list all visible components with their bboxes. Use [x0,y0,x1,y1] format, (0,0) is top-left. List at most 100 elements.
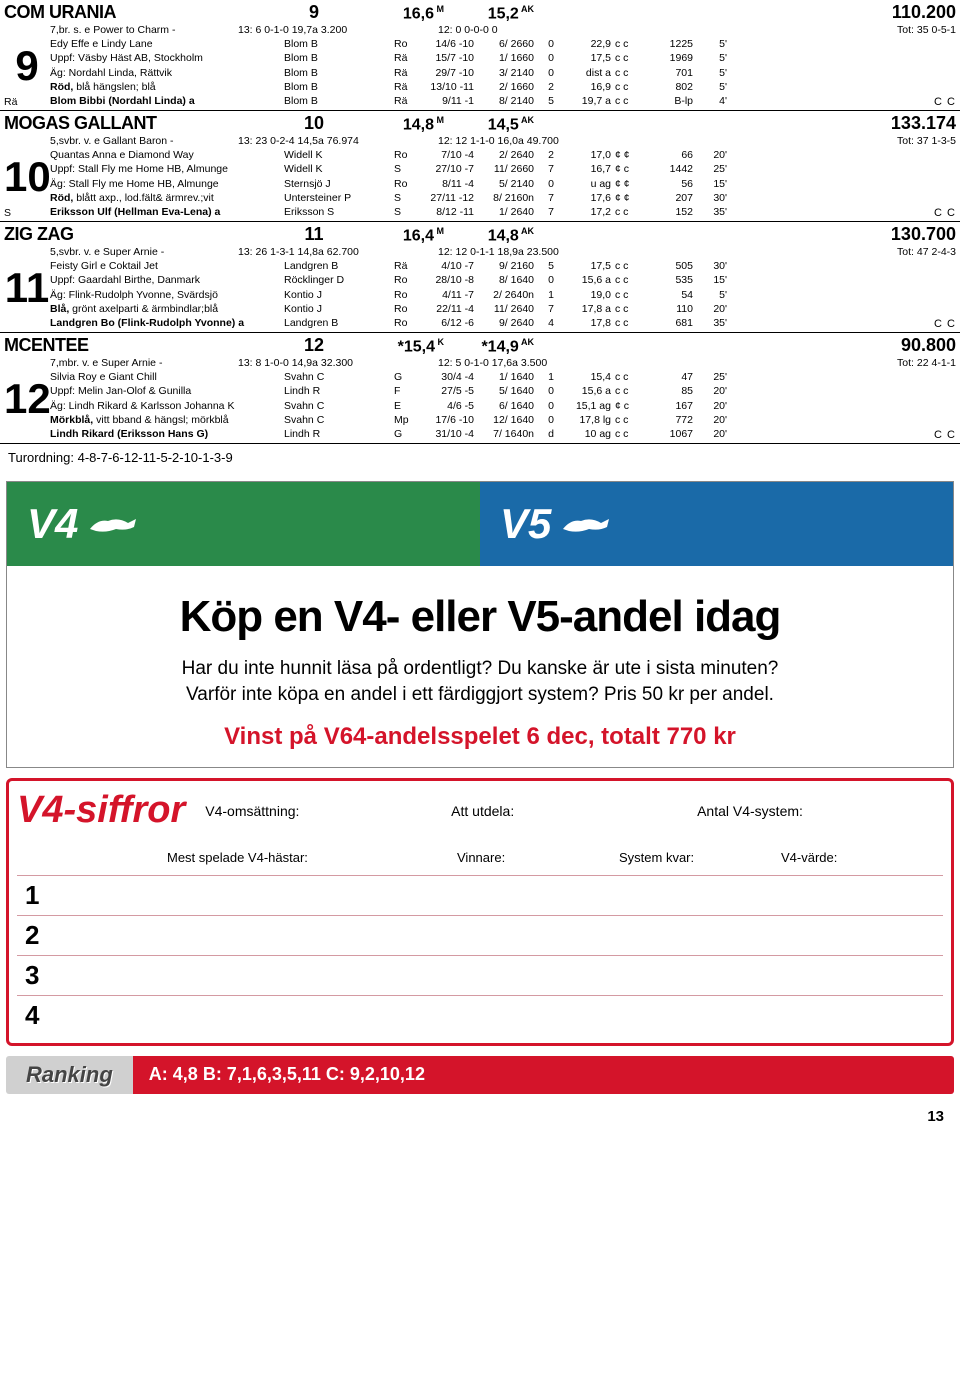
result-row: Blom Bibbi (Nordahl Linda) aBlom BRä9/11… [50,94,956,108]
driver: Svahn C [284,370,394,384]
prize: 30' [693,191,727,205]
place: 0 [540,51,560,65]
ad-red-text: Vinst på V64-andelsspelet 6 dec, totalt … [7,717,953,767]
stats-13: 13: 8 1-0-0 14,9a 32.300 [238,356,438,370]
info-col: Feisty Girl e Coktail Jet [50,259,284,273]
v4-num-rows: 1234 [17,875,943,1035]
place: 1 [540,370,560,384]
horse-record: 130.700 [891,224,956,245]
dist: 12/ 1640 [480,413,540,427]
track: Ro [394,273,420,287]
time: dist a [560,66,615,80]
driver: Svahn C [284,413,394,427]
prize: 15' [693,273,727,287]
date: 4/6 -5 [420,399,480,413]
info-col: Äg: Flink-Rudolph Yvonne, Svärdsjö [50,288,284,302]
odds: 535 [643,273,693,287]
time: 22,9 [560,37,615,51]
shoes: c c [615,66,643,80]
cc-mark: C C [934,207,956,219]
v4-row-num: 4 [17,995,943,1035]
place: 0 [540,384,560,398]
horse-icon [561,509,611,539]
stats-tot: Tot: 22 4-1-1 [658,356,956,370]
dist: 8/ 2140 [480,94,540,108]
prize: 20' [693,384,727,398]
shoes: ¢ ¢ [615,148,643,162]
pedigree: 5,svbr. v. e Super Arnie - [50,245,238,259]
shoes: c c [615,51,643,65]
ad-headline: Köp en V4- eller V5-andel idag [7,566,953,656]
prize: 20' [693,427,727,441]
track: G [394,370,420,384]
odds: 772 [643,413,693,427]
ad-sub1: Har du inte hunnit läsa på ordentligt? D… [182,658,779,679]
shoes: c c [615,316,643,330]
driver: Eriksson S [284,205,394,219]
v4-siffror-title: V4-siffror [17,789,185,832]
odds: 56 [643,177,693,191]
dist: 2/ 2640 [480,148,540,162]
trainer-prefix: Rä [4,96,17,108]
horse-stat1: *15,4 K [344,337,444,356]
place: 0 [540,37,560,51]
pedigree: 5,svbr. v. e Gallant Baron - [50,134,238,148]
stats-tot: Tot: 35 0-5-1 [658,23,956,37]
track: G [394,427,420,441]
place: d [540,427,560,441]
time: 19,7 a [560,94,615,108]
big-number: 11 [4,267,50,309]
odds: 47 [643,370,693,384]
horse-stat2: 15,2 AK [444,4,534,23]
shoes: c c [615,288,643,302]
info-col: Röd, blått axp., lod.fält& ärmrev.;vit [50,191,284,205]
prize: 25' [693,370,727,384]
result-row: Edy Effe e Lindy LaneBlom BRo14/6 -106/ … [50,37,956,51]
time: 16,7 [560,162,615,176]
info-col: Uppf: Gaardahl Birthe, Danmark [50,273,284,287]
driver: Sternsjö J [284,177,394,191]
shoes: c c [615,259,643,273]
time: 10 ag [560,427,615,441]
time: u ag [560,177,615,191]
horse-name: COM URANIA [4,2,284,23]
odds: 701 [643,66,693,80]
ranking-values: A: 4,8 B: 7,1,6,3,5,11 C: 9,2,10,12 [133,1056,954,1094]
v4-row-num: 1 [17,875,943,915]
date: 14/6 -10 [420,37,480,51]
prize: 5' [693,66,727,80]
shoes: c c [615,370,643,384]
track: Rä [394,259,420,273]
time: 17,6 [560,191,615,205]
result-row: Äg: Stall Fly me Home HB, AlmungeSternsj… [50,177,956,191]
ranking-label: Ranking [6,1056,133,1094]
odds: 681 [643,316,693,330]
dist: 11/ 2660 [480,162,540,176]
pedigree: 7,br. s. e Power to Charm - [50,23,238,37]
trainer-prefix: S [4,207,11,219]
dist: 8/ 1640 [480,273,540,287]
result-row: Blå, grönt axelparti & ärmbindlar;blåKon… [50,302,956,316]
dist: 3/ 2140 [480,66,540,80]
time: 17,8 a [560,302,615,316]
time: 17,8 [560,316,615,330]
prize: 4' [693,94,727,108]
info-col: Blå, grönt axelparti & ärmbindlar;blå [50,302,284,316]
result-row: Mörkblå, vitt bband & hängsl; mörkblåSva… [50,413,956,427]
place: 7 [540,302,560,316]
driver: Landgren B [284,316,394,330]
stats-tot: Tot: 37 1-3-5 [658,134,956,148]
horse-icon [88,509,138,539]
prize: 5' [693,51,727,65]
dist: 2/ 2640n [480,288,540,302]
dist: 2/ 1660 [480,80,540,94]
ad-sub2: Varför inte köpa en andel i ett färdiggj… [186,684,774,705]
date: 31/10 -4 [420,427,480,441]
date: 27/11 -12 [420,191,480,205]
big-number: 12 [4,378,50,420]
info-col: Edy Effe e Lindy Lane [50,37,284,51]
track: Ro [394,177,420,191]
result-row: 5,svbr. v. e Gallant Baron -13: 23 0-2-4… [50,134,956,148]
track: Rä [394,94,420,108]
odds: 1969 [643,51,693,65]
